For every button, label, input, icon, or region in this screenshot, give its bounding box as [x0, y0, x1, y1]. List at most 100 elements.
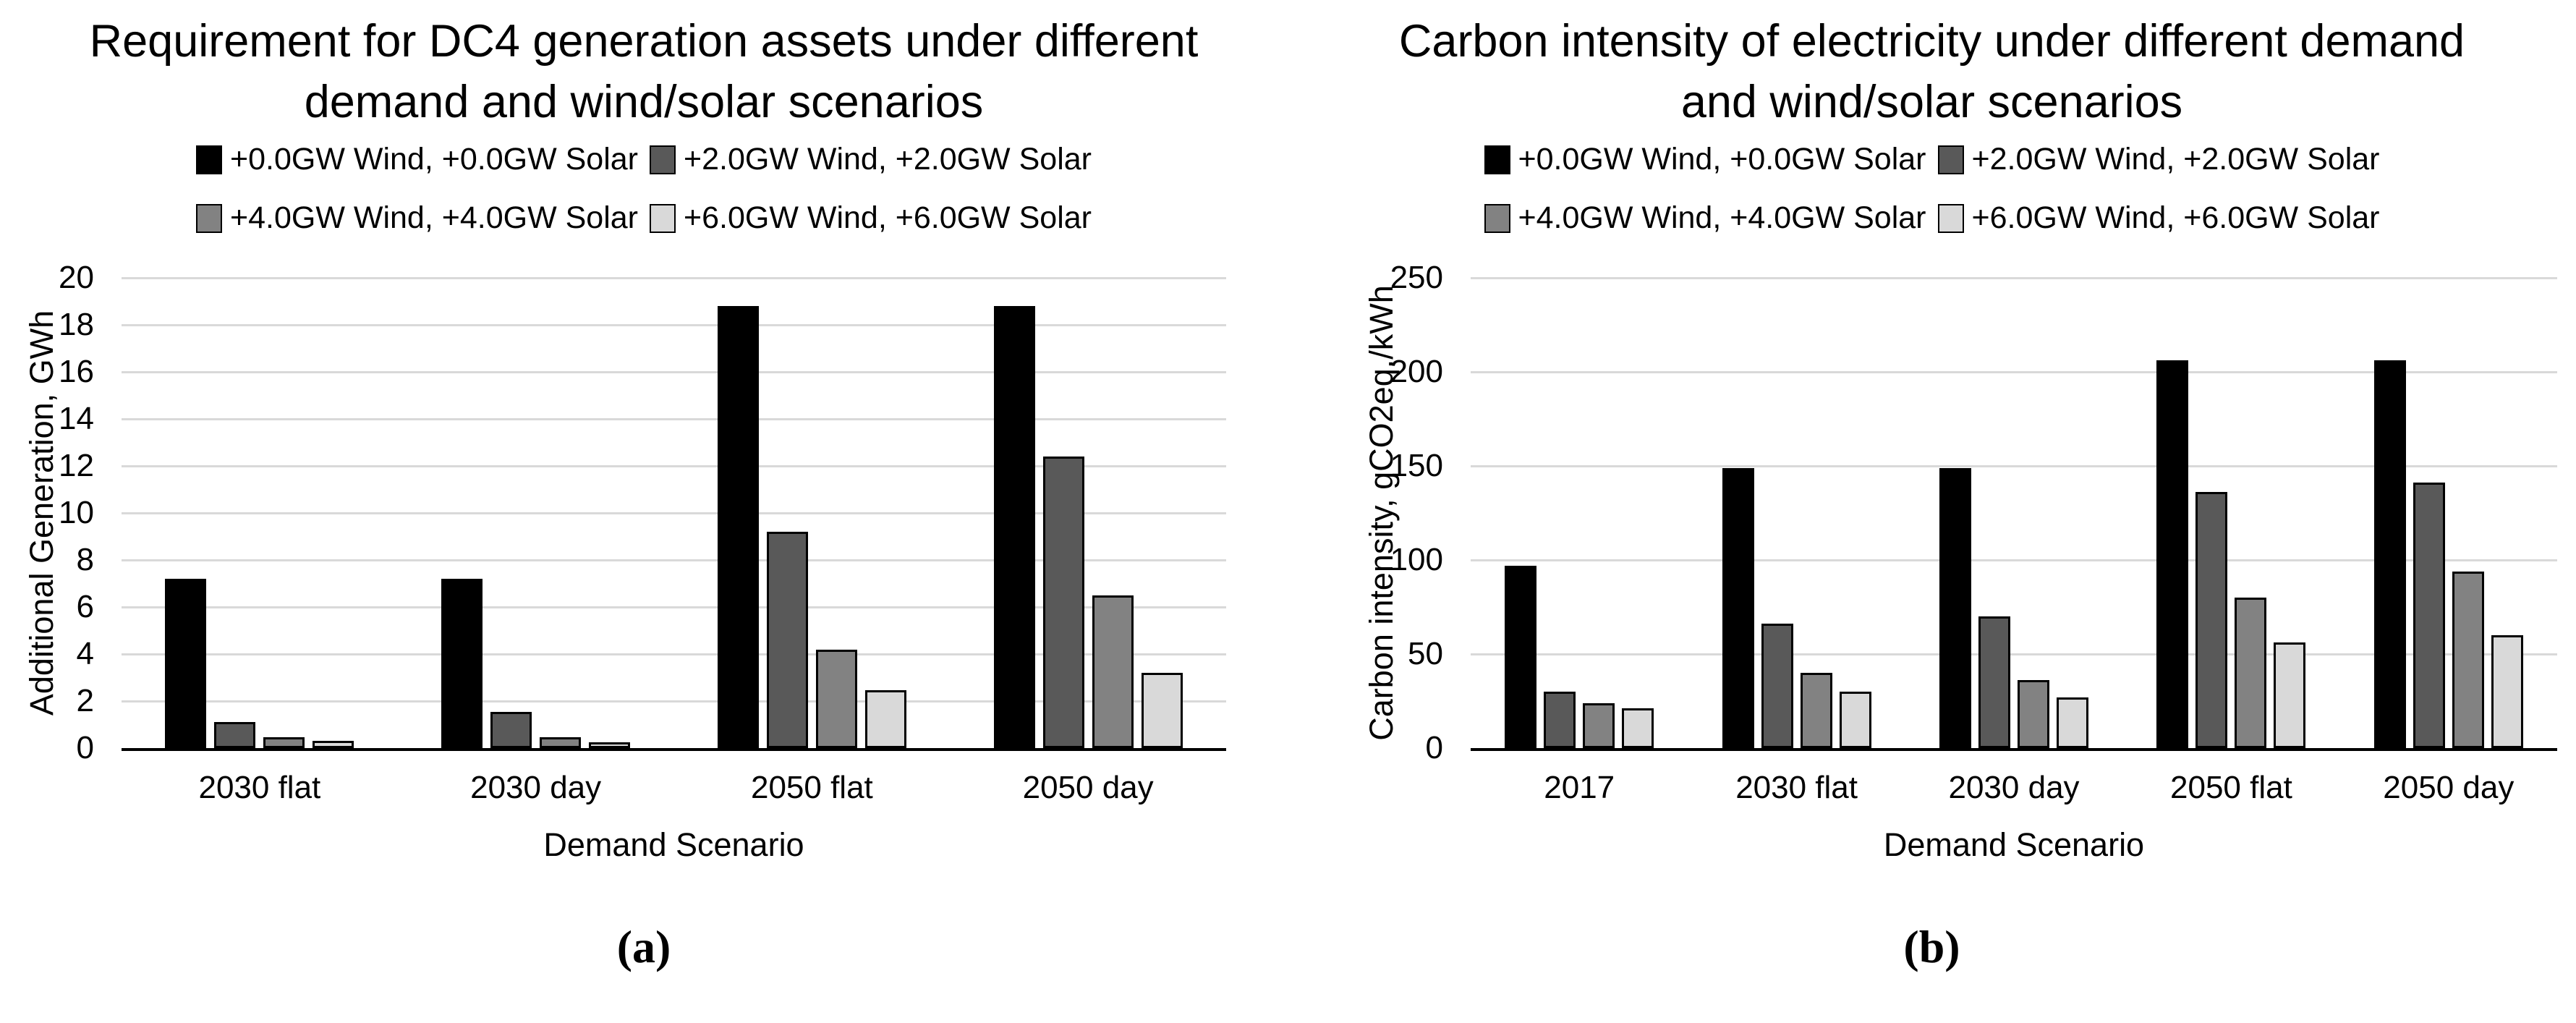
- figure-a: Requirement for DC4 generation assets un…: [0, 16, 1288, 972]
- y-tick-label: 200: [1390, 354, 1443, 389]
- legend-swatch: [1937, 203, 1964, 233]
- bar: [1141, 673, 1183, 748]
- bar: [2373, 360, 2406, 748]
- bar: [165, 579, 207, 748]
- plot-area: [122, 276, 1226, 751]
- bar: [441, 579, 483, 748]
- chart-title-line-2: demand and wind/solar scenarios: [304, 76, 984, 127]
- legend-label: +4.0GW Wind, +4.0GW Solar: [1518, 200, 1926, 235]
- bar-groups: [1471, 278, 2557, 748]
- bar: [1092, 595, 1134, 748]
- gridline: [122, 511, 1226, 514]
- bar: [490, 711, 532, 748]
- bar: [2274, 642, 2306, 748]
- bar: [540, 737, 582, 748]
- y-axis-tick-labels: 0 50 100 150 200 250: [1288, 260, 1443, 765]
- y-tick-label: 18: [59, 307, 94, 342]
- chart-title: Carbon intensity of electricity under di…: [1288, 12, 2576, 133]
- legend-label: +2.0GW Wind, +2.0GW Solar: [1971, 142, 2380, 177]
- bar: [1800, 673, 1832, 748]
- legend-item: +2.0GW Wind, +2.0GW Solar: [650, 142, 1092, 177]
- legend: +0.0GW Wind, +0.0GW Solar +2.0GW Wind, +2…: [0, 142, 1288, 236]
- y-tick-label: 20: [59, 260, 94, 295]
- y-tick-label: 12: [59, 448, 94, 483]
- legend-item: +2.0GW Wind, +2.0GW Solar: [1937, 142, 2380, 177]
- bar-group-2030-day: [398, 278, 674, 748]
- legend-item: +0.0GW Wind, +0.0GW Solar: [1484, 142, 1926, 177]
- y-tick-label: 6: [76, 589, 94, 624]
- y-tick-label: 0: [76, 730, 94, 765]
- bar-group-2050-day: [950, 278, 1226, 748]
- legend-label: +6.0GW Wind, +6.0GW Solar: [684, 200, 1092, 235]
- legend-swatch: [196, 203, 223, 233]
- legend-label: +2.0GW Wind, +2.0GW Solar: [684, 142, 1092, 177]
- x-category-label: 2030 flat: [198, 770, 321, 805]
- gridline: [122, 700, 1226, 702]
- x-axis-title: Demand Scenario: [543, 826, 804, 863]
- bar: [1583, 702, 1615, 748]
- legend-item: +4.0GW Wind, +4.0GW Solar: [196, 200, 638, 236]
- gridline: [1471, 653, 2557, 655]
- y-tick-label: 14: [59, 401, 94, 436]
- bar-group-2050-day: [2340, 278, 2557, 748]
- gridline: [1471, 559, 2557, 561]
- gridline: [122, 653, 1226, 655]
- x-axis-title: Demand Scenario: [1883, 826, 2145, 863]
- legend-swatch: [196, 145, 223, 174]
- bar: [313, 741, 354, 748]
- legend-row: +0.0GW Wind, +0.0GW Solar +2.0GW Wind, +2…: [196, 142, 1092, 177]
- gridline: [1471, 276, 2557, 279]
- gridline: [122, 559, 1226, 561]
- bar: [766, 532, 808, 748]
- gridline: [122, 464, 1226, 467]
- bar: [1622, 708, 1654, 748]
- bar-group-2017: [1471, 278, 1688, 748]
- legend-item: +6.0GW Wind, +6.0GW Solar: [650, 200, 1092, 236]
- subfigure-caption-a: (a): [616, 921, 671, 972]
- legend-row: +0.0GW Wind, +0.0GW Solar +2.0GW Wind, +2…: [1484, 142, 2380, 177]
- bar: [214, 722, 256, 748]
- legend-label: +6.0GW Wind, +6.0GW Solar: [1971, 200, 2380, 235]
- y-tick-label: 8: [76, 542, 94, 577]
- gridline: [122, 606, 1226, 608]
- x-category-label: 2030 flat: [1735, 770, 1858, 805]
- bar: [1939, 467, 1972, 748]
- gridline: [122, 323, 1226, 326]
- y-tick-label: 150: [1390, 448, 1443, 483]
- bar-group-2030-flat: [122, 278, 398, 748]
- legend-item: +4.0GW Wind, +4.0GW Solar: [1484, 200, 1926, 236]
- bar: [2018, 680, 2050, 748]
- bar-group-2050-flat: [674, 278, 951, 748]
- gridline: [122, 276, 1226, 279]
- bar: [589, 742, 631, 748]
- legend-label: +4.0GW Wind, +4.0GW Solar: [230, 200, 638, 235]
- bar: [2413, 483, 2445, 748]
- bar: [1544, 692, 1576, 748]
- figure-b: Carbon intensity of electricity under di…: [1288, 0, 2576, 1023]
- legend-swatch: [650, 203, 676, 233]
- x-category-label: 2050 day: [2383, 770, 2515, 805]
- bar: [2057, 697, 2089, 748]
- bar-groups: [122, 278, 1226, 748]
- legend-swatch: [1937, 145, 1964, 174]
- bar: [1722, 467, 1754, 748]
- legend-label: +0.0GW Wind, +0.0GW Solar: [230, 142, 638, 177]
- gridline: [1471, 464, 2557, 467]
- bar: [2452, 571, 2484, 748]
- plot-area: [1471, 276, 2557, 751]
- legend-swatch: [1484, 145, 1510, 174]
- legend-row: +4.0GW Wind, +4.0GW Solar +6.0GW Wind, +6…: [196, 200, 1092, 236]
- bar: [263, 737, 305, 748]
- y-axis-tick-labels: 0 2 4 6 8 10 12 14 16 18 20: [0, 260, 94, 765]
- x-category-label: 2050 day: [1022, 770, 1154, 805]
- x-axis-category-labels: 2030 flat 2030 day 2050 flat 2050 day: [122, 770, 1226, 806]
- bar-group-2030-flat: [1688, 278, 1905, 748]
- legend-item: +6.0GW Wind, +6.0GW Solar: [1937, 200, 2380, 236]
- chart-title-line-1: Requirement for DC4 generation assets un…: [89, 16, 1199, 67]
- gridline: [1471, 370, 2557, 373]
- y-tick-label: 50: [1408, 636, 1443, 671]
- bar: [1042, 457, 1084, 748]
- y-tick-label: 0: [1425, 730, 1443, 765]
- y-tick-label: 100: [1390, 542, 1443, 577]
- gridline: [122, 417, 1226, 420]
